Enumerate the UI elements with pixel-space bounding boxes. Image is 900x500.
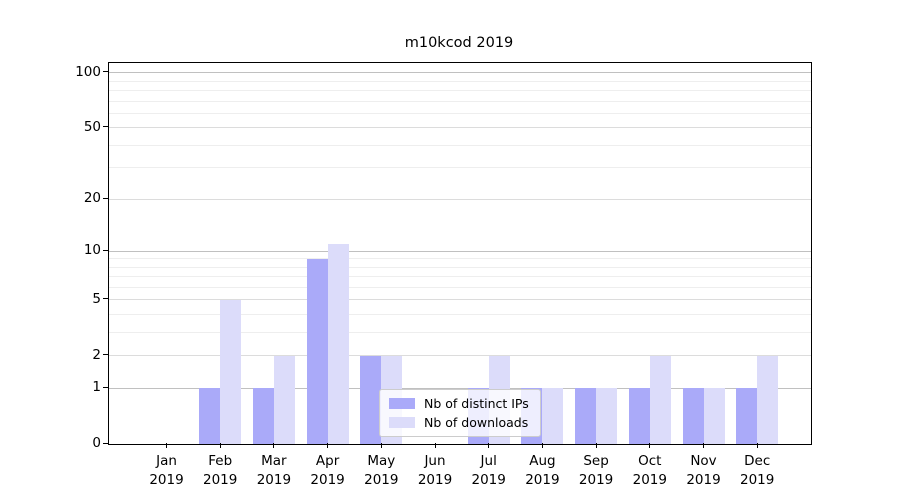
bar-distinct-ips-nov-2019 — [682, 388, 704, 444]
bar-downloads-dec-2019 — [757, 355, 779, 444]
bar-distinct-ips-feb-2019 — [199, 388, 221, 444]
gridline-major — [109, 387, 811, 389]
x-tick-mark — [595, 443, 597, 448]
gridline-minor — [109, 314, 811, 316]
legend-item-downloads: Nb of downloads — [389, 416, 529, 429]
gridline-major — [109, 299, 811, 301]
gridline-minor — [109, 89, 811, 91]
chart-title: m10kcod 2019 — [404, 35, 514, 51]
x-tick-label: May 2019 — [364, 453, 399, 488]
gridline-minor — [109, 144, 811, 146]
x-tick-label: Mar 2019 — [256, 453, 292, 488]
gridline-major — [109, 127, 811, 129]
x-tick-label: Apr 2019 — [310, 453, 345, 488]
y-tick-label: 10 — [83, 242, 101, 259]
x-tick-mark — [488, 443, 490, 448]
x-tick-label: Oct 2019 — [632, 453, 667, 488]
plot-area — [108, 62, 812, 445]
y-tick-mark — [103, 249, 108, 251]
x-tick-mark — [166, 443, 167, 448]
y-tick-mark — [103, 197, 108, 199]
x-tick-label: Feb 2019 — [203, 453, 238, 488]
y-tick-mark — [103, 442, 108, 444]
y-tick-label: 1 — [92, 379, 101, 396]
x-tick-label: Aug 2019 — [525, 453, 560, 488]
x-tick-mark — [327, 443, 329, 448]
bar-downloads-sep-2019 — [596, 388, 618, 444]
gridline-minor — [109, 331, 811, 333]
x-tick-label: Nov 2019 — [686, 453, 721, 488]
legend-swatch-distinct-ips — [389, 398, 415, 409]
x-tick-mark — [273, 443, 275, 448]
y-tick-mark — [103, 354, 108, 356]
bar-downloads-feb-2019 — [220, 299, 242, 444]
x-tick-mark — [380, 443, 382, 448]
gridline-major — [109, 355, 811, 357]
bar-distinct-ips-oct-2019 — [628, 388, 650, 444]
x-tick-mark — [434, 443, 436, 448]
y-tick-label: 2 — [92, 346, 101, 363]
gridline-minor — [109, 258, 811, 260]
x-tick-mark — [649, 443, 651, 448]
legend: Nb of distinct IPs Nb of downloads — [379, 389, 541, 437]
gridline-minor — [109, 80, 811, 82]
y-tick-label: 0 — [92, 435, 101, 451]
gridline-minor — [109, 100, 811, 102]
bar-downloads-nov-2019 — [703, 388, 725, 444]
legend-label-downloads: Nb of downloads — [424, 415, 529, 430]
x-tick-label: Sep 2019 — [578, 453, 614, 488]
x-tick-mark — [756, 443, 758, 448]
y-tick-label: 100 — [75, 63, 101, 80]
y-tick-label: 5 — [92, 290, 101, 307]
bar-distinct-ips-dec-2019 — [736, 388, 758, 444]
gridline-minor — [109, 286, 811, 288]
legend-swatch-downloads — [389, 417, 415, 428]
y-tick-mark — [103, 386, 108, 388]
y-tick-label: 20 — [83, 190, 101, 207]
gridline-minor — [109, 167, 811, 169]
bar-distinct-ips-apr-2019 — [306, 258, 328, 444]
bar-distinct-ips-sep-2019 — [575, 388, 597, 444]
y-tick-mark — [103, 126, 108, 128]
legend-item-distinct-ips: Nb of distinct IPs — [389, 397, 529, 410]
y-tick-label: 50 — [83, 118, 101, 135]
gridline-minor — [109, 266, 811, 268]
y-tick-mark — [103, 298, 108, 300]
gridline-major — [109, 72, 811, 74]
bar-downloads-aug-2019 — [542, 388, 564, 444]
bar-distinct-ips-mar-2019 — [252, 388, 274, 444]
gridline-minor — [109, 112, 811, 114]
x-tick-label: Dec 2019 — [740, 453, 775, 488]
x-tick-label: Jan 2019 — [149, 453, 184, 488]
x-tick-label: Jun 2019 — [417, 453, 453, 488]
bar-downloads-apr-2019 — [327, 244, 349, 444]
bar-downloads-mar-2019 — [273, 355, 295, 444]
x-tick-label: Jul 2019 — [471, 453, 506, 488]
bar-distinct-ips-may-2019 — [360, 355, 382, 444]
x-tick-mark — [703, 443, 704, 448]
bar-downloads-oct-2019 — [649, 355, 671, 444]
legend-label-distinct-ips: Nb of distinct IPs — [424, 396, 529, 411]
x-tick-mark — [219, 443, 221, 448]
y-tick-mark — [103, 71, 108, 73]
x-tick-mark — [541, 443, 543, 448]
gridline-major — [109, 250, 811, 252]
gridline-minor — [109, 276, 811, 278]
gridline-major — [109, 198, 811, 200]
